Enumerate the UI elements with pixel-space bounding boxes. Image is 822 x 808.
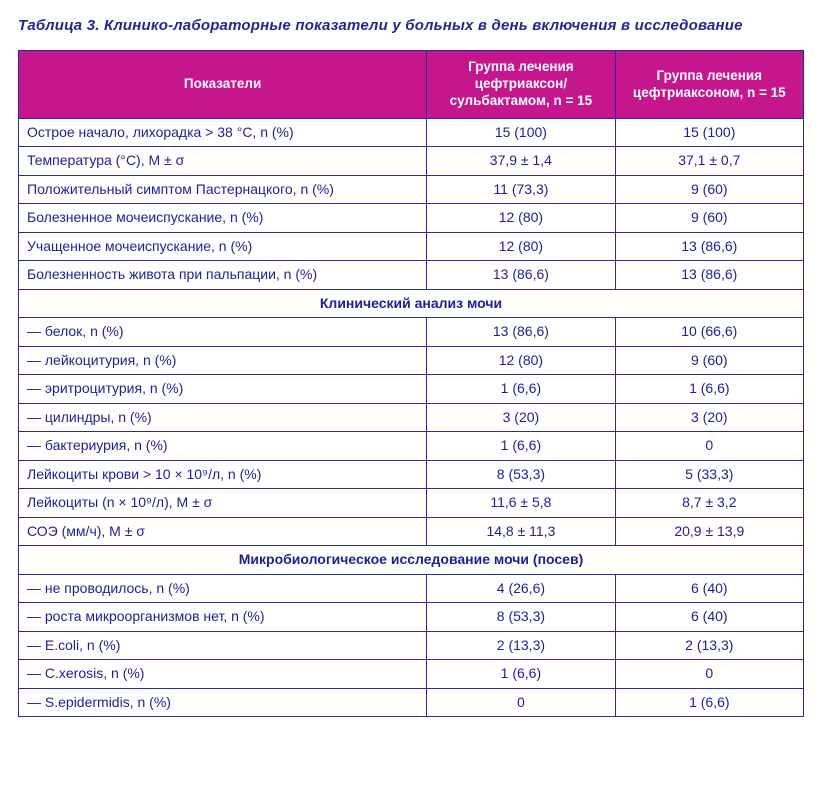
table-row: Учащенное мочеиспускание, n (%)12 (80)13… [19, 232, 804, 261]
table-row: СОЭ (мм/ч), M ± σ14,8 ± 11,320,9 ± 13,9 [19, 517, 804, 546]
row-label: — E.coli, n (%) [19, 631, 427, 660]
row-value-group2: 6 (40) [615, 574, 803, 603]
row-value-group1: 4 (26,6) [427, 574, 615, 603]
row-label: — белок, n (%) [19, 318, 427, 347]
clinical-table: Показатели Группа лечения цефтриаксон/су… [18, 50, 804, 717]
row-label: — не проводилось, n (%) [19, 574, 427, 603]
row-label: Острое начало, лихорадка > 38 °C, n (%) [19, 118, 427, 147]
table-row: — лейкоцитурия, n (%)12 (80)9 (60) [19, 346, 804, 375]
row-label: СОЭ (мм/ч), M ± σ [19, 517, 427, 546]
row-label: — бактериурия, n (%) [19, 432, 427, 461]
table-caption: Таблица 3. Клинико-лабораторные показате… [18, 16, 804, 36]
header-row: Показатели Группа лечения цефтриаксон/су… [19, 51, 804, 119]
table-row: — C.xerosis, n (%)1 (6,6)0 [19, 660, 804, 689]
col-header-group2: Группа лечения цефтриаксоном, n = 15 [615, 51, 803, 119]
row-value-group1: 12 (80) [427, 346, 615, 375]
row-value-group2: 9 (60) [615, 175, 803, 204]
table-row: Положительный симптом Пастернацкого, n (… [19, 175, 804, 204]
row-value-group1: 12 (80) [427, 232, 615, 261]
table-row: Лейкоциты (n × 10⁹/л), M ± σ11,6 ± 5,88,… [19, 489, 804, 518]
row-value-group2: 13 (86,6) [615, 232, 803, 261]
row-value-group2: 5 (33,3) [615, 460, 803, 489]
row-value-group1: 15 (100) [427, 118, 615, 147]
row-value-group2: 1 (6,6) [615, 688, 803, 717]
table-row: — бактериурия, n (%)1 (6,6)0 [19, 432, 804, 461]
row-value-group1: 8 (53,3) [427, 603, 615, 632]
row-label: Лейкоциты (n × 10⁹/л), M ± σ [19, 489, 427, 518]
row-value-group2: 9 (60) [615, 204, 803, 233]
row-value-group1: 14,8 ± 11,3 [427, 517, 615, 546]
row-label: Положительный симптом Пастернацкого, n (… [19, 175, 427, 204]
row-value-group2: 13 (86,6) [615, 261, 803, 290]
table-row: Температура (°C), M ± σ37,9 ± 1,437,1 ± … [19, 147, 804, 176]
row-value-group1: 1 (6,6) [427, 660, 615, 689]
table-row: Лейкоциты крови > 10 × 10⁹/л, n (%)8 (53… [19, 460, 804, 489]
section-header: Клинический анализ мочи [19, 289, 804, 318]
row-value-group2: 10 (66,6) [615, 318, 803, 347]
row-label: — цилиндры, n (%) [19, 403, 427, 432]
table-row: — эритроцитурия, n (%)1 (6,6)1 (6,6) [19, 375, 804, 404]
row-label: Температура (°C), M ± σ [19, 147, 427, 176]
col-header-group1: Группа лечения цефтриаксон/сульбактамом,… [427, 51, 615, 119]
row-value-group1: 13 (86,6) [427, 318, 615, 347]
row-value-group1: 2 (13,3) [427, 631, 615, 660]
row-value-group1: 11,6 ± 5,8 [427, 489, 615, 518]
row-label: — роста микроорганизмов нет, n (%) [19, 603, 427, 632]
row-value-group1: 3 (20) [427, 403, 615, 432]
row-value-group1: 0 [427, 688, 615, 717]
row-label: Болезненность живота при пальпации, n (%… [19, 261, 427, 290]
table-row: Болезненность живота при пальпации, n (%… [19, 261, 804, 290]
row-value-group2: 0 [615, 432, 803, 461]
row-value-group1: 8 (53,3) [427, 460, 615, 489]
table-row: — цилиндры, n (%)3 (20)3 (20) [19, 403, 804, 432]
row-label: Учащенное мочеиспускание, n (%) [19, 232, 427, 261]
table-row: Острое начало, лихорадка > 38 °C, n (%)1… [19, 118, 804, 147]
row-value-group1: 1 (6,6) [427, 375, 615, 404]
row-value-group2: 8,7 ± 3,2 [615, 489, 803, 518]
table-row: — E.coli, n (%)2 (13,3)2 (13,3) [19, 631, 804, 660]
row-label: — S.epidermidis, n (%) [19, 688, 427, 717]
table-row: — роста микроорганизмов нет, n (%)8 (53,… [19, 603, 804, 632]
row-label: — C.xerosis, n (%) [19, 660, 427, 689]
row-label: — эритроцитурия, n (%) [19, 375, 427, 404]
row-value-group2: 1 (6,6) [615, 375, 803, 404]
row-value-group2: 37,1 ± 0,7 [615, 147, 803, 176]
table-row: Болезненное мочеиспускание, n (%)12 (80)… [19, 204, 804, 233]
table-row: Клинический анализ мочи [19, 289, 804, 318]
row-label: Лейкоциты крови > 10 × 10⁹/л, n (%) [19, 460, 427, 489]
table-row: — не проводилось, n (%)4 (26,6)6 (40) [19, 574, 804, 603]
row-value-group2: 3 (20) [615, 403, 803, 432]
row-value-group1: 13 (86,6) [427, 261, 615, 290]
table-row: — белок, n (%)13 (86,6)10 (66,6) [19, 318, 804, 347]
row-value-group2: 9 (60) [615, 346, 803, 375]
row-label: — лейкоцитурия, n (%) [19, 346, 427, 375]
row-value-group2: 15 (100) [615, 118, 803, 147]
table-body: Острое начало, лихорадка > 38 °C, n (%)1… [19, 118, 804, 717]
row-value-group2: 0 [615, 660, 803, 689]
section-header: Микробиологическое исследование мочи (по… [19, 546, 804, 575]
table-row: Микробиологическое исследование мочи (по… [19, 546, 804, 575]
row-value-group1: 12 (80) [427, 204, 615, 233]
row-value-group2: 6 (40) [615, 603, 803, 632]
row-value-group2: 20,9 ± 13,9 [615, 517, 803, 546]
row-value-group2: 2 (13,3) [615, 631, 803, 660]
col-header-indicator: Показатели [19, 51, 427, 119]
table-row: — S.epidermidis, n (%)01 (6,6) [19, 688, 804, 717]
row-value-group1: 1 (6,6) [427, 432, 615, 461]
row-label: Болезненное мочеиспускание, n (%) [19, 204, 427, 233]
row-value-group1: 11 (73,3) [427, 175, 615, 204]
row-value-group1: 37,9 ± 1,4 [427, 147, 615, 176]
